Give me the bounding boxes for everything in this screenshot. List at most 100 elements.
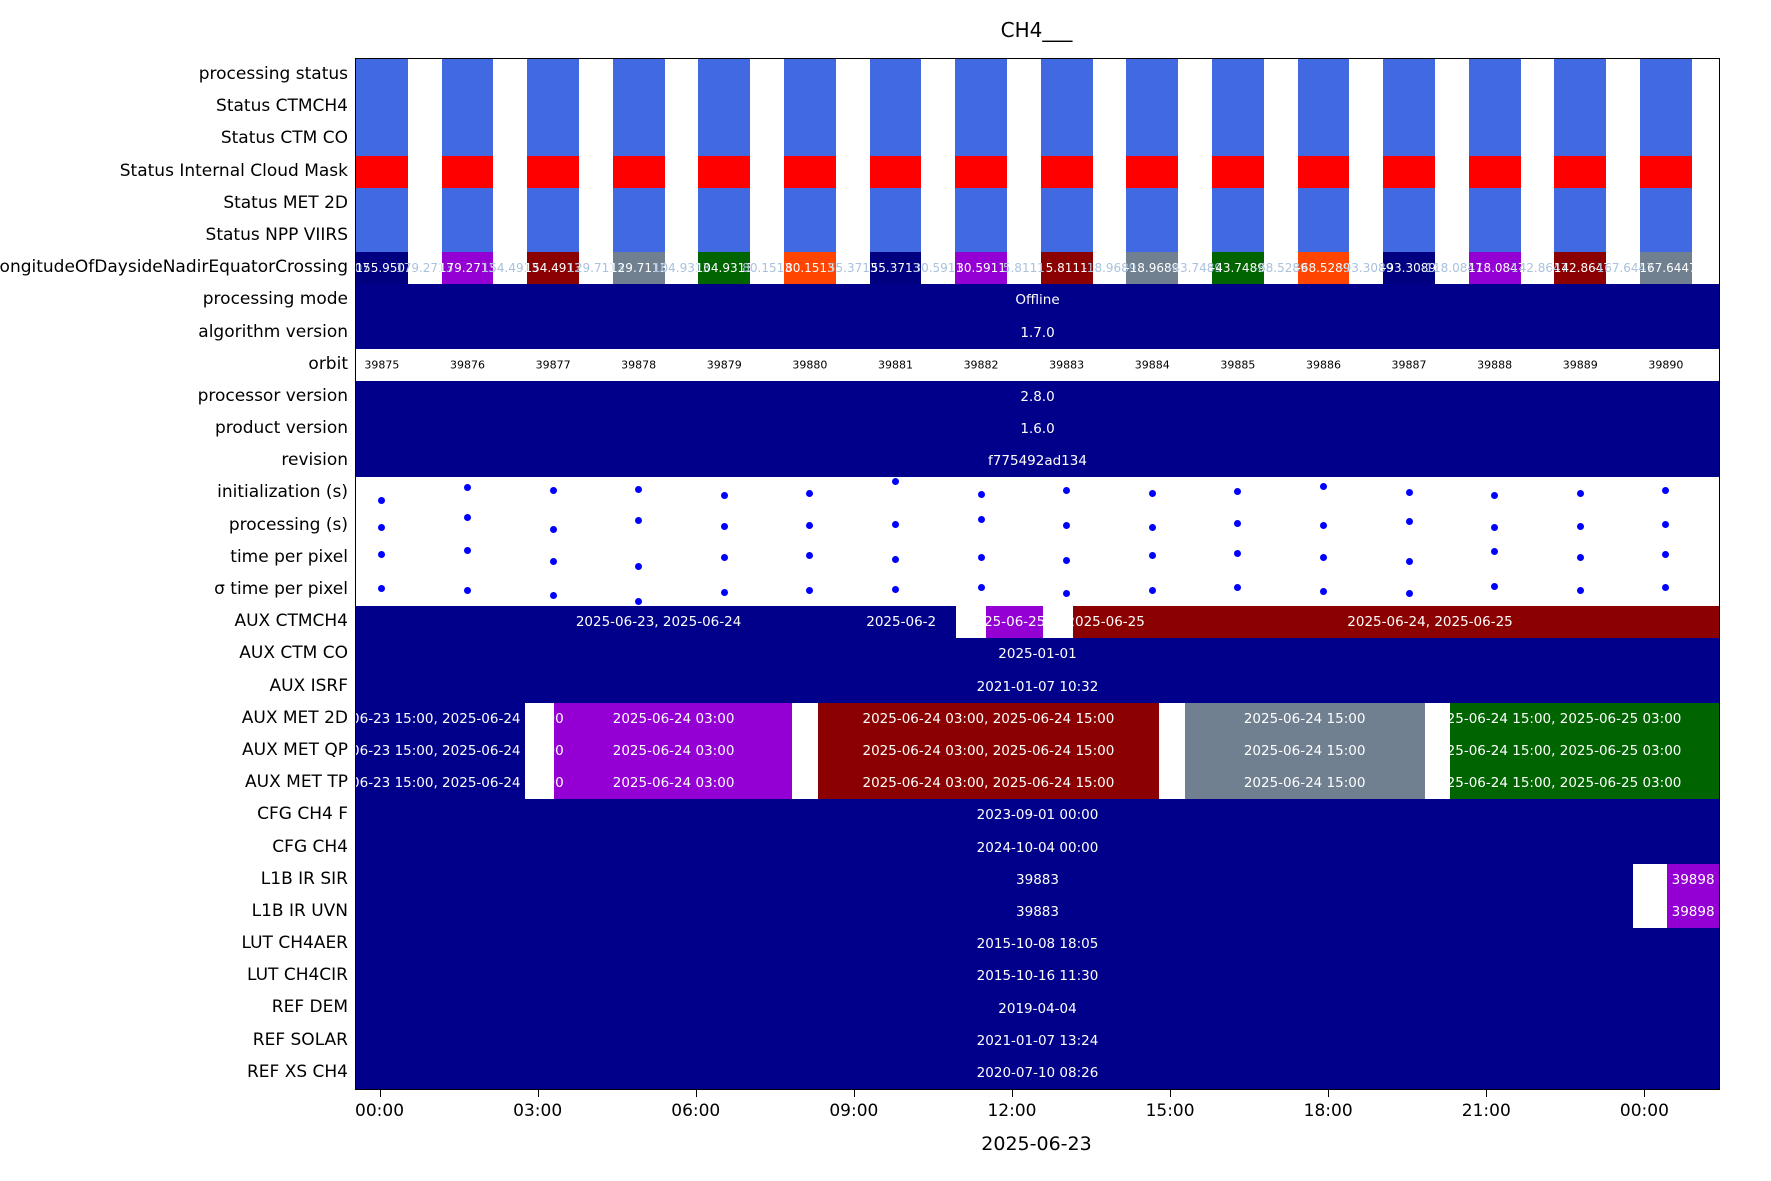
- granule-block: [1040, 187, 1093, 220]
- data-point-dot: [977, 584, 985, 592]
- data-point-dot: [1491, 547, 1499, 555]
- row-algorithm-version: 1.7.0: [356, 316, 1719, 350]
- segment-text: 39879: [706, 358, 742, 372]
- granule-block: [1126, 59, 1179, 92]
- segment-text: 2025-06-24 03:00, 2025-06-24 15:00: [862, 743, 1115, 760]
- row-value: 2021-01-07 13:24: [976, 1032, 1099, 1049]
- segment-text: 80.1513: [785, 261, 835, 276]
- row-label-aux-met-tp: AUX MET TP: [245, 772, 348, 793]
- row-label-aux-ctmch4: AUX CTMCH4: [234, 611, 348, 632]
- granule-block: [1040, 91, 1093, 124]
- granule-block: [527, 155, 579, 188]
- timeline-segment: [1667, 863, 1719, 896]
- granule-block: [1383, 187, 1435, 220]
- row-label-time-per-pixel: σ time per pixel: [214, 579, 348, 599]
- row-label-l1b-ir-sir: L1B IR SIR: [260, 868, 348, 889]
- segment-text: 39875: [364, 358, 400, 372]
- segment-text: 39883: [1016, 871, 1059, 888]
- row-aux-met-2d: 2025-06-23 15:00, 2025-06-24 03:00 2025-0…: [356, 702, 1719, 736]
- row-label-algorithm-version: algorithm version: [198, 321, 348, 342]
- row-label-status-met-2d: Status MET 2D: [223, 192, 348, 213]
- data-point-dot: [1576, 586, 1584, 594]
- row-label-status-internal-cloud-mask: Status Internal Cloud Mask: [119, 160, 348, 181]
- granule-block: [1554, 123, 1607, 156]
- segment-text: 30.5911: [913, 261, 964, 276]
- granule-block: [1040, 155, 1093, 188]
- segment-text: 129.7113: [610, 261, 668, 276]
- data-point-dot: [1234, 549, 1242, 557]
- granule-block: [1383, 91, 1435, 124]
- granule-block: [1211, 187, 1264, 220]
- segment-text: -142.8647: [1506, 261, 1569, 276]
- segment-text: 5.8111: [1045, 261, 1088, 276]
- granule-block: [356, 123, 408, 156]
- granule-block: [527, 187, 579, 220]
- x-axis-tick: [1170, 1089, 1172, 1097]
- segment-text: 39877: [535, 358, 571, 372]
- data-point-dot: [1576, 553, 1584, 561]
- granule-block: [869, 123, 922, 156]
- row-label-ref-dem: REF DEM: [271, 997, 348, 1018]
- row-status-ctmch4: [356, 91, 1719, 125]
- data-point-dot: [549, 487, 557, 495]
- data-point-dot: [463, 483, 471, 491]
- granule-block: [612, 219, 665, 253]
- data-point-dot: [720, 589, 728, 597]
- timeline-segment: [356, 895, 1634, 929]
- segment-text: -118.0847: [1463, 261, 1526, 276]
- x-axis-tick-label: 09:00: [829, 1101, 879, 1121]
- timeline-segment: [1667, 895, 1719, 929]
- row-label-status-ctm-co: Status CTM CO: [220, 128, 348, 149]
- granule-block: [1297, 59, 1350, 92]
- row-label-aux-ctm-co: AUX CTM CO: [239, 643, 348, 664]
- timeline-segment: [553, 702, 793, 735]
- longitude-block: [1468, 252, 1521, 285]
- data-point-dot: [1405, 558, 1413, 566]
- granule-block: [1297, 219, 1350, 253]
- row-label-orbit: orbit: [308, 353, 348, 374]
- data-point-dot: [635, 563, 643, 571]
- segment-text: 39898: [1671, 903, 1715, 920]
- data-point-dot: [1662, 520, 1670, 528]
- data-point-dot: [1063, 486, 1071, 494]
- granule-block: [1639, 155, 1692, 188]
- data-point-dot: [1234, 519, 1242, 527]
- data-point-dot: [1234, 488, 1242, 496]
- granule-block: [1126, 219, 1179, 253]
- data-point-dot: [1576, 490, 1584, 498]
- segment-text: 39888: [1477, 358, 1513, 372]
- segment-text: 39883: [1049, 358, 1085, 372]
- data-point-dot: [806, 521, 814, 529]
- plot-area: -155.9507-155.9507179.2713179.2713154.49…: [355, 58, 1720, 1090]
- longitude-block: [356, 252, 408, 285]
- row-label-lut-ch4aer: LUT CH4AER: [241, 933, 348, 954]
- data-point-dot: [1319, 482, 1327, 490]
- data-point-dot: [463, 547, 471, 555]
- x-axis-tick-label: 12:00: [987, 1101, 1037, 1121]
- data-point-dot: [806, 587, 814, 595]
- row-lut-ch4cir: 2015-10-16 11:30: [356, 960, 1719, 994]
- granule-block: [955, 219, 1007, 253]
- longitude-block: [1383, 252, 1435, 285]
- segment-text: 2025-06-2: [866, 614, 937, 631]
- granule-block: [1639, 187, 1692, 220]
- granule-block: [698, 187, 751, 220]
- segment-text: 5.8111: [1002, 261, 1045, 276]
- granule-block: [955, 187, 1007, 220]
- granule-block: [1639, 91, 1692, 124]
- row-value: f775492ad134: [988, 453, 1087, 470]
- granule-block: [1554, 91, 1607, 124]
- segment-text: 2025-06-25: [966, 614, 1046, 631]
- data-point-dot: [977, 515, 985, 523]
- granule-block: [1383, 123, 1435, 156]
- timeline-segment: [1184, 734, 1425, 768]
- segment-text: -18.9689: [1082, 261, 1137, 276]
- granule-block: [869, 155, 922, 188]
- granule-block: [527, 123, 579, 156]
- segment-text: 104.9313: [695, 261, 753, 276]
- granule-block: [783, 219, 836, 253]
- data-point-dot: [378, 584, 386, 592]
- row-l1b-ir-uvn: 39883 39898: [356, 895, 1719, 930]
- row-label-time-per-pixel: time per pixel: [230, 546, 348, 567]
- granule-block: [441, 155, 494, 188]
